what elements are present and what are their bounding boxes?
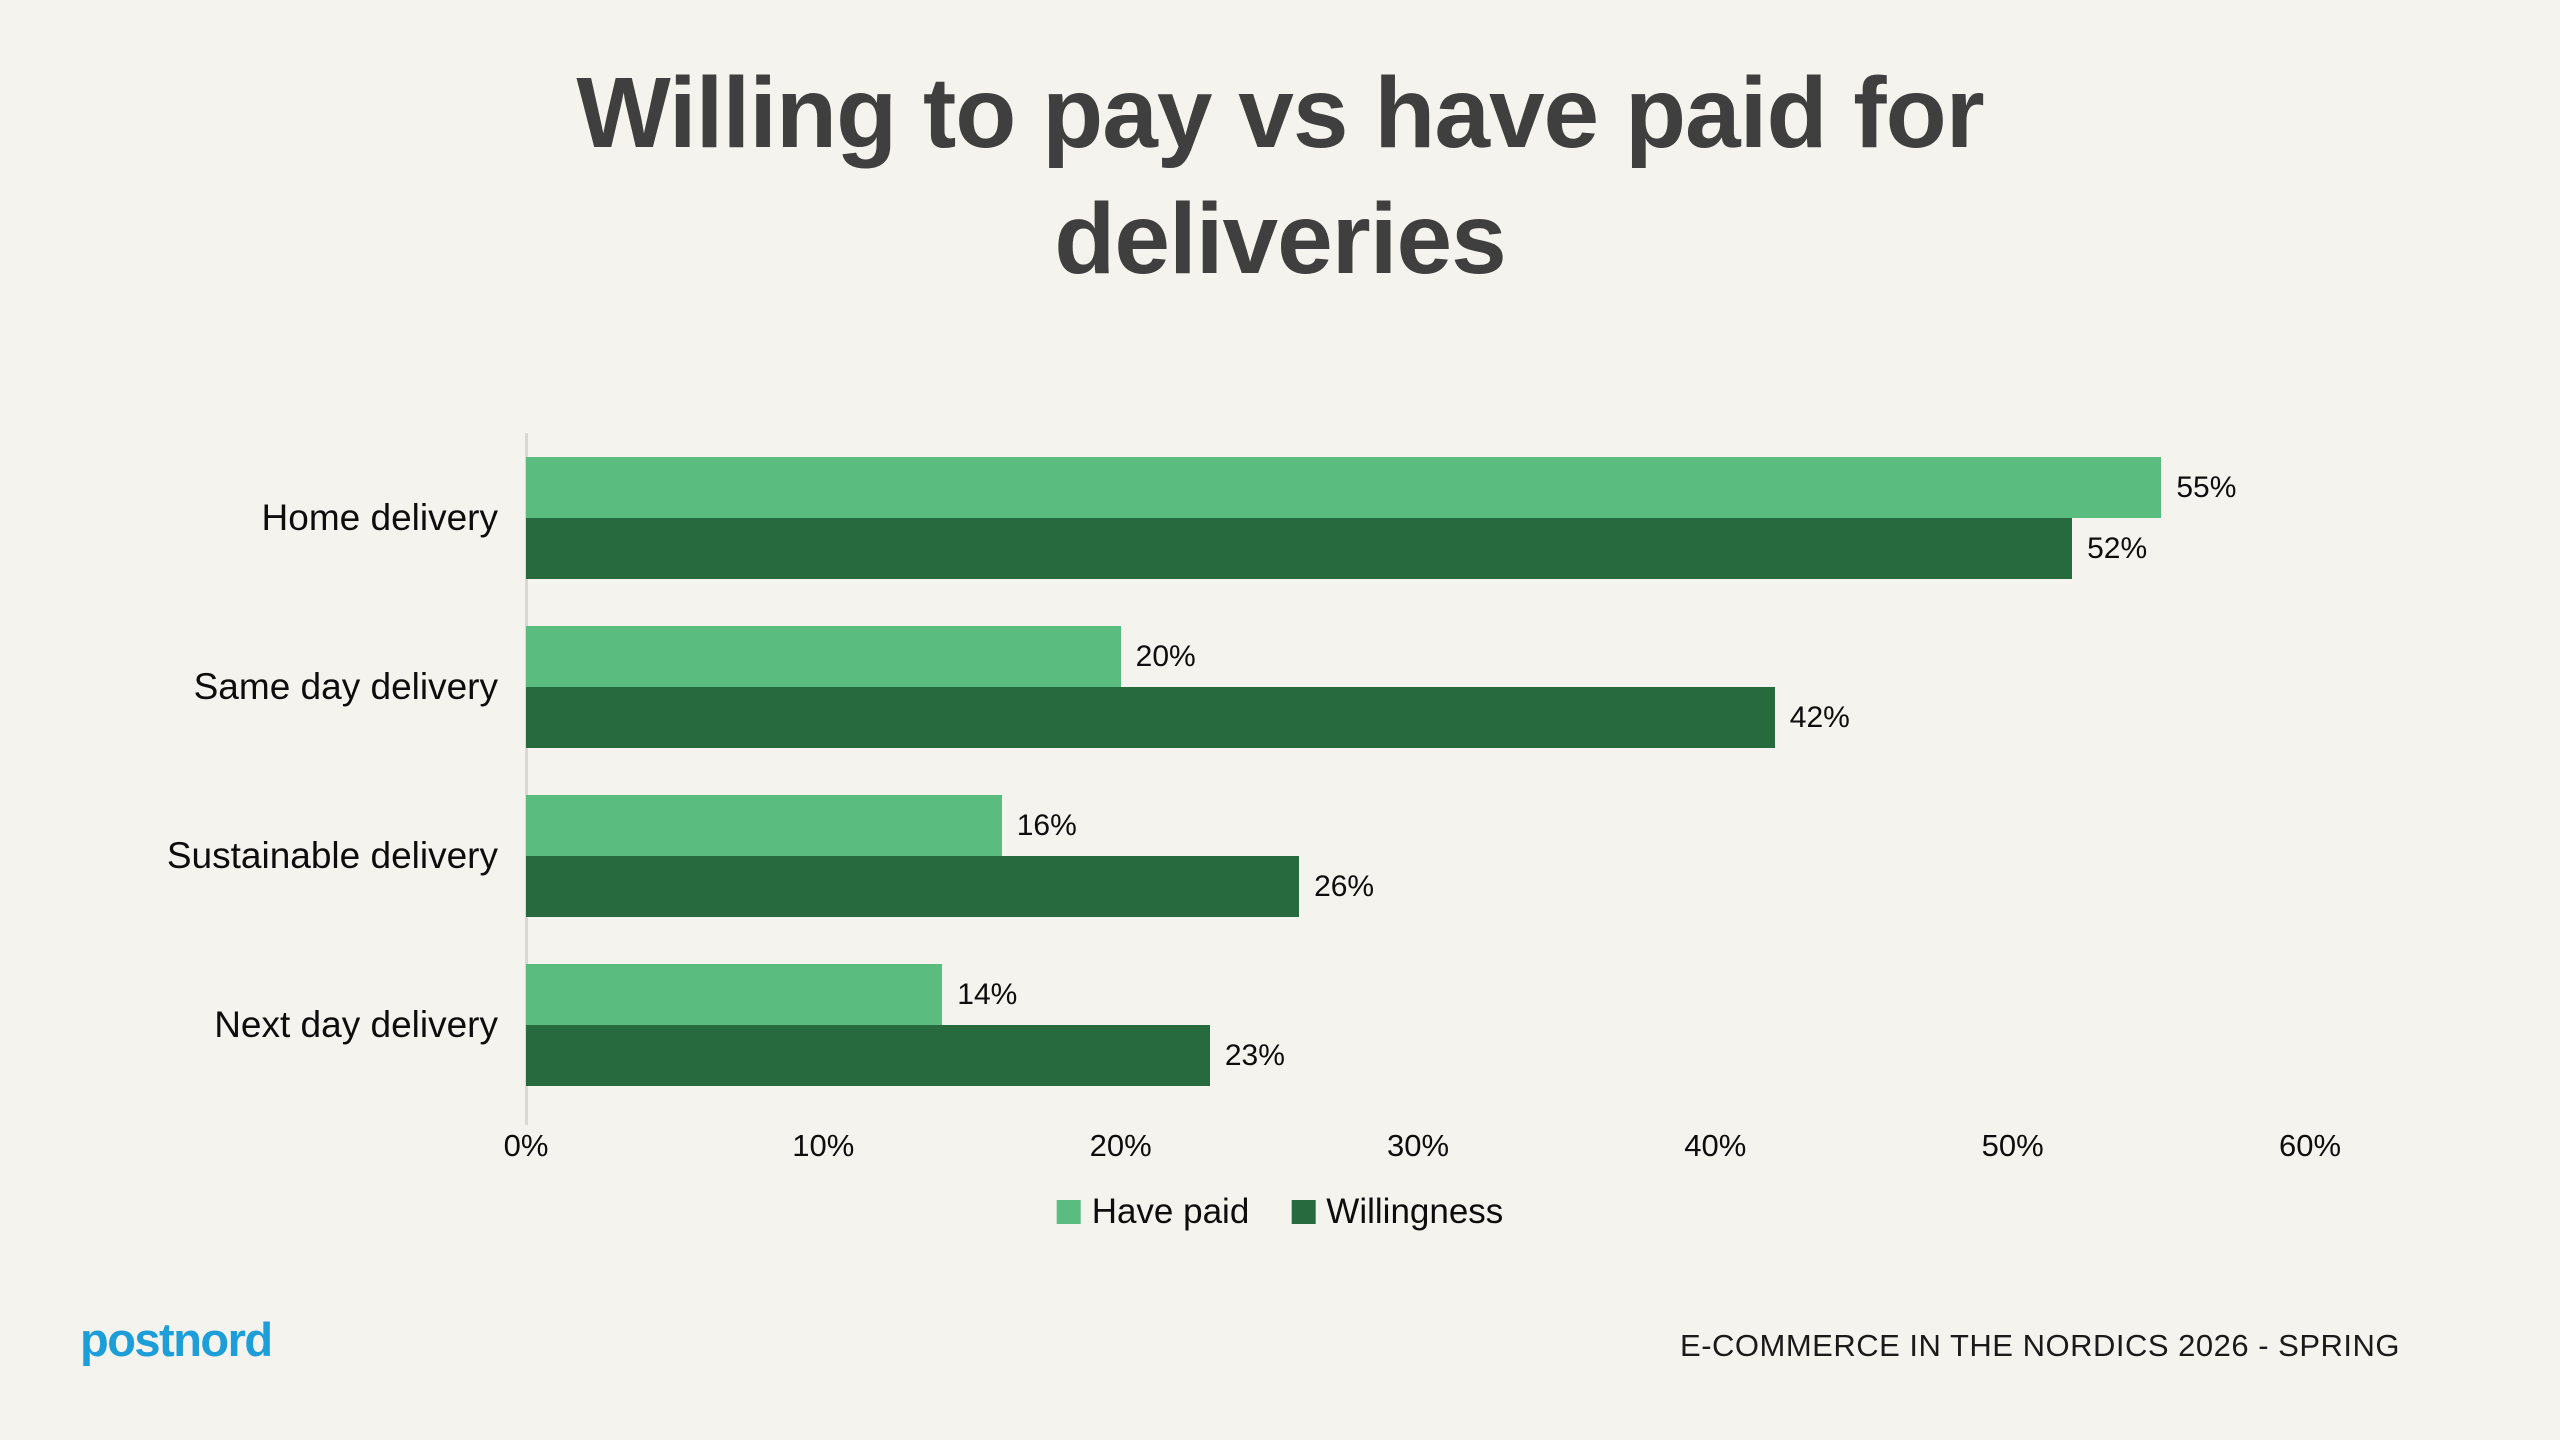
value-label: 52% [2087, 531, 2148, 565]
bar-group-next-day-delivery: Next day delivery 14% 23% [0, 940, 2560, 1109]
bar-pair: 14% 23% [526, 940, 2310, 1109]
category-label: Same day delivery [193, 665, 498, 707]
category-label: Home delivery [261, 496, 498, 538]
bar-willingness [526, 687, 1775, 748]
chart-title-line-1: Willing to pay vs have paid for [576, 57, 1984, 169]
legend-item-have-paid: Have paid [1056, 1192, 1250, 1232]
y-axis-line [525, 433, 528, 1125]
bar-group-home-delivery: Home delivery 55% 52% [0, 433, 2560, 602]
bar-have-paid [526, 457, 2162, 518]
x-tick: 50% [1981, 1128, 2044, 1163]
postnord-logo: postnord [80, 1313, 273, 1366]
legend-item-willingness: Willingness [1291, 1192, 1503, 1232]
source-caption: E-COMMERCE IN THE NORDICS 2026 - SPRING [1680, 1328, 2400, 1363]
value-label: 16% [1016, 808, 1077, 842]
bar-willingness [526, 856, 1300, 917]
legend-swatch-willingness [1291, 1200, 1316, 1224]
legend-label-have-paid: Have paid [1091, 1192, 1250, 1231]
value-label: 14% [957, 977, 1018, 1011]
bar-group-sustainable-delivery: Sustainable delivery 16% 26% [0, 771, 2560, 940]
bar-have-paid [526, 964, 943, 1025]
chart-title-line-2: deliveries [1054, 183, 1506, 295]
value-label: 26% [1314, 869, 1375, 903]
legend-label-willingness: Willingness [1326, 1192, 1504, 1231]
x-tick: 0% [503, 1128, 549, 1163]
value-label: 55% [2176, 470, 2237, 504]
x-tick: 30% [1386, 1128, 1450, 1163]
value-label: 23% [1224, 1038, 1285, 1072]
value-label: 42% [1789, 700, 1850, 734]
category-label: Next day delivery [214, 1003, 498, 1045]
legend-swatch-have-paid [1056, 1200, 1081, 1224]
x-axis: 0% 10% 20% 30% 40% 50% 60% [504, 1128, 2341, 1168]
bar-have-paid [526, 795, 1002, 856]
bar-pair: 20% 42% [526, 602, 2310, 771]
bar-pair: 55% 52% [526, 433, 2310, 602]
x-tick: 10% [792, 1128, 855, 1163]
bar-pair: 16% 26% [526, 771, 2310, 940]
x-tick: 40% [1684, 1128, 1747, 1163]
chart-title: Willing to pay vs have paid for deliveri… [0, 50, 2560, 302]
bar-have-paid [526, 626, 1121, 687]
bar-group-same-day-delivery: Same day delivery 20% 42% [0, 602, 2560, 771]
value-label: 20% [1135, 639, 1196, 673]
bar-willingness [526, 1025, 1210, 1086]
category-label: Sustainable delivery [166, 834, 498, 876]
legend: Have paid Willingness [1056, 1192, 1503, 1232]
x-tick: 20% [1089, 1128, 1152, 1163]
bar-willingness [526, 518, 2073, 579]
x-tick: 60% [2278, 1128, 2342, 1163]
